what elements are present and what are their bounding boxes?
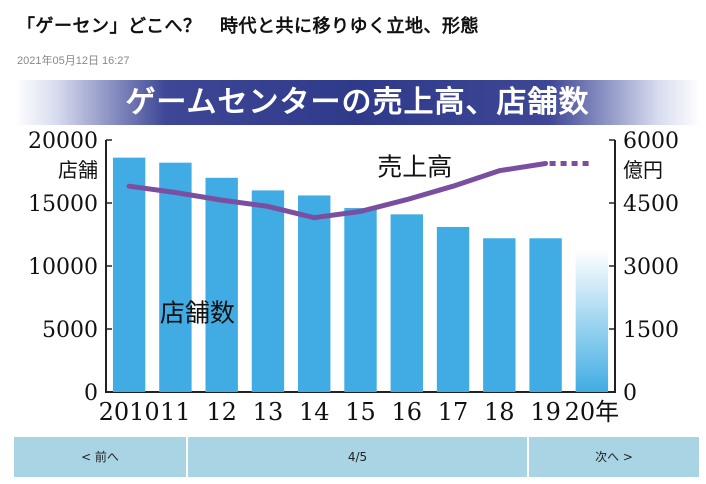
bar-16	[390, 214, 423, 392]
bar-13	[251, 190, 285, 392]
sales-line	[126, 161, 549, 221]
x-tick-label: 12	[206, 398, 237, 426]
x-tick-label: 11	[160, 398, 191, 426]
bar-15	[344, 208, 377, 392]
bar-12	[205, 177, 238, 392]
bar-14	[298, 195, 331, 392]
next-button[interactable]: 次へ >	[595, 450, 633, 464]
page-indicator: 4/5	[188, 437, 529, 477]
left-tick-label: 0	[84, 381, 98, 406]
x-tick-label: 2010	[99, 398, 160, 426]
bar-series-label: 店舗数	[160, 298, 235, 327]
bar-19	[529, 238, 562, 392]
right-tick-label: 0	[623, 381, 637, 406]
x-tick-label: 19	[530, 398, 561, 426]
chart-title-banner: ゲームセンターの売上高、店舗数	[15, 80, 700, 125]
right-tick-label: 3000	[623, 255, 679, 280]
article-headline: 「ゲーセン」どこへ？ 時代と共に移りゆく立地、形態	[17, 16, 479, 37]
right-tick-label: 4500	[623, 192, 679, 217]
bar-17	[436, 226, 470, 392]
x-tick-label: 13	[253, 398, 284, 426]
chart-figure: ゲームセンターの売上高、店舗数 0 5000 10000 15000 20000 店舗 0 1…	[15, 80, 700, 432]
x-tick-label: 14	[299, 398, 330, 426]
right-tick-label: 6000	[623, 129, 679, 154]
chart-svg: 0 5000 10000 15000 20000 店舗 0 1500 3000 4500 6000 億…	[28, 129, 679, 426]
bar-2010	[112, 157, 146, 392]
line-series-label: 売上高	[377, 153, 452, 182]
x-tick-label: 17	[438, 398, 469, 426]
x-tick-label: 20年	[565, 398, 620, 426]
left-axis-unit: 店舗	[58, 158, 98, 182]
left-tick-label: 5000	[42, 318, 98, 343]
left-tick-label: 20000	[28, 129, 98, 154]
left-tick-label: 10000	[28, 255, 98, 280]
chart-title: ゲームセンターの売上高、店舗数	[125, 85, 590, 120]
bar-20年	[575, 249, 609, 392]
bar-18	[483, 238, 516, 392]
x-tick-label: 16	[391, 398, 422, 426]
x-tick-label: 18	[484, 398, 515, 426]
x-tick-label: 15	[345, 398, 376, 426]
pager-bar: < 前へ 4/5 次へ >	[14, 437, 699, 477]
right-tick-label: 1500	[623, 318, 679, 343]
prev-button[interactable]: < 前へ	[14, 437, 188, 477]
left-tick-label: 15000	[28, 192, 98, 217]
article-datetime: 2021年05月12日 16:27	[17, 55, 130, 67]
bar-11	[159, 162, 192, 392]
right-axis-unit: 億円	[623, 158, 663, 182]
